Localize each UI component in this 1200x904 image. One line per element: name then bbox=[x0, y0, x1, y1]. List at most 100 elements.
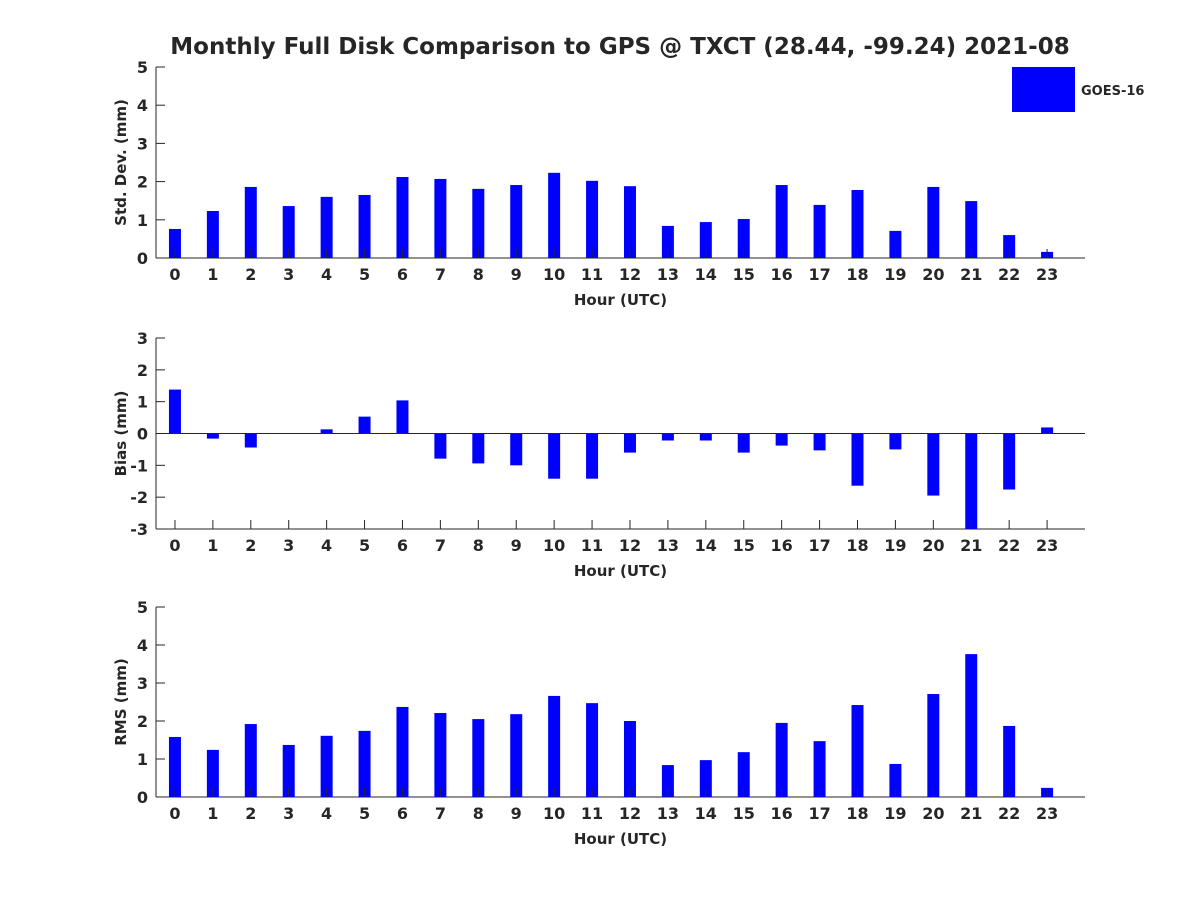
x-tick-label: 5 bbox=[359, 265, 370, 284]
bar bbox=[244, 724, 257, 797]
bar bbox=[320, 735, 333, 797]
x-tick-label: 21 bbox=[960, 536, 982, 555]
bar bbox=[775, 722, 788, 797]
y-tick-label: 3 bbox=[137, 134, 148, 153]
bar bbox=[396, 177, 409, 258]
bar bbox=[206, 749, 219, 797]
bar bbox=[737, 219, 750, 258]
x-tick-label: 12 bbox=[619, 265, 641, 284]
bar bbox=[358, 194, 371, 258]
x-tick-label: 0 bbox=[169, 804, 180, 823]
bar bbox=[434, 713, 447, 797]
bar bbox=[434, 433, 447, 459]
x-tick-label: 17 bbox=[808, 536, 830, 555]
x-tick-label: 4 bbox=[321, 265, 332, 284]
x-tick-label: 11 bbox=[581, 536, 603, 555]
x-tick-label: 12 bbox=[619, 536, 641, 555]
y-axis-label: Bias (mm) bbox=[112, 391, 130, 477]
bar bbox=[965, 433, 978, 529]
y-tick-label: 4 bbox=[137, 96, 148, 115]
bar bbox=[244, 186, 257, 258]
x-tick-label: 16 bbox=[771, 536, 793, 555]
bar bbox=[472, 719, 485, 797]
bar bbox=[1003, 235, 1016, 258]
y-tick-label: 4 bbox=[137, 636, 148, 655]
x-tick-label: 10 bbox=[543, 265, 565, 284]
x-tick-label: 18 bbox=[846, 804, 868, 823]
x-tick-label: 12 bbox=[619, 804, 641, 823]
bar bbox=[699, 433, 712, 441]
bar bbox=[168, 389, 181, 434]
bar bbox=[965, 201, 978, 258]
y-axis-label: RMS (mm) bbox=[112, 658, 130, 745]
bar bbox=[396, 400, 409, 434]
y-tick-label: 0 bbox=[137, 788, 148, 807]
bar bbox=[434, 178, 447, 258]
x-tick-label: 13 bbox=[657, 804, 679, 823]
bar bbox=[927, 186, 940, 258]
x-tick-label: 1 bbox=[207, 804, 218, 823]
x-tick-label: 2 bbox=[245, 265, 256, 284]
bar bbox=[1003, 725, 1016, 797]
y-tick-label: -1 bbox=[130, 456, 148, 475]
bar bbox=[168, 736, 181, 797]
x-tick-label: 2 bbox=[245, 804, 256, 823]
x-tick-label: 5 bbox=[359, 536, 370, 555]
bar bbox=[661, 765, 674, 797]
x-tick-label: 13 bbox=[657, 265, 679, 284]
bar bbox=[623, 433, 636, 453]
bar bbox=[775, 433, 788, 446]
x-tick-label: 21 bbox=[960, 804, 982, 823]
bar bbox=[358, 416, 371, 434]
x-tick-label: 0 bbox=[169, 265, 180, 284]
bar bbox=[586, 433, 599, 479]
bar bbox=[320, 196, 333, 258]
bar bbox=[965, 654, 978, 797]
y-tick-label: 5 bbox=[137, 598, 148, 617]
y-tick-label: 3 bbox=[137, 329, 148, 348]
x-tick-label: 1 bbox=[207, 536, 218, 555]
x-tick-label: 17 bbox=[808, 804, 830, 823]
x-tick-label: 2 bbox=[245, 536, 256, 555]
bar bbox=[206, 433, 219, 439]
x-tick-label: 3 bbox=[283, 804, 294, 823]
x-tick-label: 6 bbox=[397, 804, 408, 823]
x-tick-label: 6 bbox=[397, 265, 408, 284]
x-tick-label: 15 bbox=[733, 536, 755, 555]
x-tick-label: 7 bbox=[435, 804, 446, 823]
y-tick-label: 1 bbox=[137, 211, 148, 230]
y-tick-label: 3 bbox=[137, 674, 148, 693]
x-tick-label: 15 bbox=[733, 265, 755, 284]
bar bbox=[927, 694, 940, 797]
bar bbox=[623, 721, 636, 797]
x-tick-label: 21 bbox=[960, 265, 982, 284]
x-tick-label: 7 bbox=[435, 536, 446, 555]
x-tick-label: 23 bbox=[1036, 804, 1058, 823]
x-tick-label: 20 bbox=[922, 536, 944, 555]
bar bbox=[358, 730, 371, 797]
y-tick-label: -2 bbox=[130, 488, 148, 507]
x-tick-label: 10 bbox=[543, 804, 565, 823]
x-tick-label: 8 bbox=[473, 804, 484, 823]
bar bbox=[889, 763, 902, 797]
x-axis-label: Hour (UTC) bbox=[574, 830, 667, 848]
legend: GOES-16 bbox=[1012, 67, 1144, 112]
bar bbox=[661, 225, 674, 258]
bar bbox=[737, 433, 750, 453]
bar bbox=[206, 211, 219, 258]
y-axis-label: Std. Dev. (mm) bbox=[112, 99, 130, 226]
bar bbox=[775, 185, 788, 258]
y-tick-label: -3 bbox=[130, 520, 148, 539]
bar bbox=[168, 228, 181, 258]
bar bbox=[586, 180, 599, 258]
y-tick-label: 0 bbox=[137, 249, 148, 268]
y-tick-label: 2 bbox=[137, 361, 148, 380]
y-tick-label: 0 bbox=[137, 425, 148, 444]
x-tick-label: 14 bbox=[695, 536, 717, 555]
bar bbox=[813, 204, 826, 258]
x-tick-label: 6 bbox=[397, 536, 408, 555]
x-tick-label: 11 bbox=[581, 804, 603, 823]
legend-label: GOES-16 bbox=[1081, 84, 1144, 99]
bar bbox=[548, 695, 561, 797]
bar bbox=[282, 206, 295, 258]
